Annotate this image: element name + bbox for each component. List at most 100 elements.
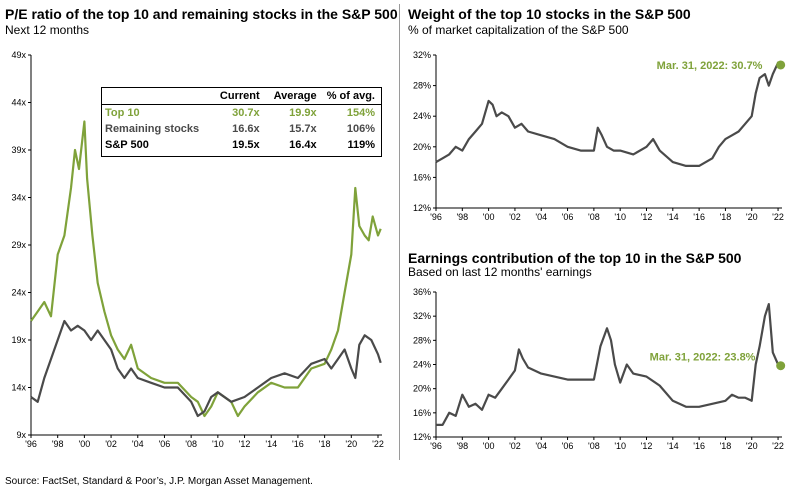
weight-x-tick-label: '18 (720, 212, 732, 222)
pe-y-tick-label: 9x (16, 430, 26, 440)
pe-x-tick-label: '20 (345, 439, 357, 449)
earnings-x-tick-label: '22 (772, 441, 784, 451)
pe-summary-table: Current Average % of avg. Top 10 30.7x 1… (101, 87, 382, 157)
weight-chart: 12% 16% 20% 24% 28% 32% '96 '98 '00 '02 '04 '06 '08 '… (413, 50, 786, 222)
weight-x-tick-label: '12 (641, 212, 653, 222)
weight-chart-title: Weight of the top 10 stocks in the S&P 5… (408, 6, 691, 22)
weight-y-tick-label: 24% (413, 111, 431, 121)
weight-endpoint-marker (776, 60, 786, 70)
source-note: Source: FactSet, Standard & Poor’s, J.P.… (5, 476, 313, 487)
pe-y-tick-label: 29x (11, 240, 26, 250)
earnings-y-tick-label: 16% (413, 408, 431, 418)
pe-y-tick-label: 24x (11, 288, 26, 298)
earnings-chart-subtitle: Based on last 12 months' earnings (408, 265, 592, 279)
pe-chart: 9x 14x 19x 24x 29x 34x 39x 44x 49x '96 '98 '00 '02 '0… (11, 50, 383, 449)
earnings-x-tick-label: '14 (667, 441, 679, 451)
pe-chart-title: P/E ratio of the top 10 and remaining st… (5, 6, 398, 22)
weight-x-tick-label: '16 (693, 212, 705, 222)
weight-chart-subtitle: % of market capitalization of the S&P 50… (408, 23, 629, 37)
weight-x-tick-label: '08 (588, 212, 600, 222)
pe-x-tick-label: '08 (185, 439, 197, 449)
pe-x-tick-label: '04 (132, 439, 144, 449)
pe-row-average: 16.4x (289, 139, 317, 151)
earnings-chart: 12% 16% 20% 24% 28% 32% 36% '96 '98 '00 '02 '04 '06 '… (413, 287, 786, 451)
pe-x-tick-label: '00 (79, 439, 91, 449)
earnings-x-tick-label: '08 (588, 441, 600, 451)
earnings-x-tick-label: '02 (509, 441, 521, 451)
pe-row-name: Remaining stocks (105, 123, 200, 135)
pe-row-average: 19.9x (289, 107, 317, 119)
pe-row-current: 16.6x (232, 123, 260, 135)
pe-x-tick-label: '02 (105, 439, 117, 449)
pe-x-tick-label: '22 (372, 439, 384, 449)
weight-series-line-0 (435, 61, 782, 167)
pe-table-header-blank (102, 88, 200, 105)
earnings-y-tick-label: 36% (413, 287, 431, 297)
pe-x-tick-label: '14 (265, 439, 277, 449)
weight-x-tick-label: '04 (535, 212, 547, 222)
pe-row-pct: 154% (346, 107, 375, 119)
earnings-x-tick-label: '20 (746, 441, 758, 451)
earnings-endpoint-annotation: Mar. 31, 2022: 23.8% (650, 352, 756, 364)
earnings-x-tick-label: '98 (456, 441, 468, 451)
pe-table-row-top10: Top 10 30.7x 19.9x 154% (102, 105, 381, 122)
weight-y-tick-label: 12% (413, 203, 431, 213)
pe-table-header-row: Current Average % of avg. (102, 88, 381, 105)
weight-y-tick-label: 32% (413, 50, 431, 60)
pe-series-line-1 (30, 319, 382, 418)
weight-y-tick-label: 16% (413, 172, 431, 182)
pe-x-tick-label: '06 (159, 439, 171, 449)
pe-x-tick-label: '98 (52, 439, 64, 449)
earnings-y-tick-label: 32% (413, 311, 431, 321)
pe-y-tick-label: 19x (11, 335, 26, 345)
pe-x-tick-label: '10 (212, 439, 224, 449)
earnings-x-tick-label: '18 (720, 441, 732, 451)
pe-row-name: Top 10 (105, 107, 140, 119)
earnings-x-tick-label: '04 (535, 441, 547, 451)
pe-row-name: S&P 500 (105, 139, 149, 151)
weight-y-tick-label: 20% (413, 142, 431, 152)
pe-row-pct: 119% (347, 139, 375, 151)
weight-x-tick-label: '96 (430, 212, 442, 222)
pe-x-tick-label: '96 (25, 439, 37, 449)
earnings-y-tick-label: 28% (413, 335, 431, 345)
weight-x-tick-label: '00 (483, 212, 495, 222)
pe-table-header-pct: % of avg. (316, 88, 381, 105)
earnings-series-line-0 (436, 303, 782, 426)
pe-chart-subtitle: Next 12 months (5, 23, 90, 37)
pe-x-tick-label: '12 (239, 439, 251, 449)
earnings-y-tick-label: 12% (413, 432, 431, 442)
weight-y-tick-label: 28% (413, 81, 431, 91)
earnings-y-tick-label: 24% (413, 360, 431, 370)
earnings-x-tick-label: '00 (483, 441, 495, 451)
earnings-x-tick-label: '06 (562, 441, 574, 451)
pe-row-current: 19.5x (232, 139, 260, 151)
pe-series-line-0 (30, 120, 382, 418)
pe-x-tick-label: '16 (292, 439, 304, 449)
weight-x-tick-label: '06 (562, 212, 574, 222)
earnings-y-tick-label: 20% (413, 384, 431, 394)
weight-endpoint-annotation: Mar. 31, 2022: 30.7% (657, 60, 763, 72)
pe-row-pct: 106% (346, 123, 375, 135)
earnings-x-tick-label: '96 (430, 441, 442, 451)
earnings-endpoint-marker (776, 361, 786, 371)
pe-y-tick-label: 49x (11, 50, 26, 60)
weight-x-tick-label: '98 (456, 212, 468, 222)
pe-row-average: 15.7x (289, 123, 317, 135)
weight-x-tick-label: '22 (772, 212, 784, 222)
pe-table-row-remaining: Remaining stocks 16.6x 15.7x 106% (102, 121, 381, 137)
weight-x-tick-label: '02 (509, 212, 521, 222)
weight-x-tick-label: '14 (667, 212, 679, 222)
pe-table-row-sp500: S&P 500 19.5x 16.4x 119% (102, 137, 381, 153)
pe-y-tick-label: 44x (11, 98, 26, 108)
pe-y-tick-label: 14x (11, 383, 26, 393)
earnings-x-tick-label: '12 (641, 441, 653, 451)
earnings-x-tick-label: '10 (614, 441, 626, 451)
pe-y-tick-label: 39x (11, 145, 26, 155)
earnings-x-tick-label: '16 (693, 441, 705, 451)
weight-x-tick-label: '20 (746, 212, 758, 222)
earnings-chart-title: Earnings contribution of the top 10 in t… (408, 250, 742, 266)
weight-x-tick-label: '10 (614, 212, 626, 222)
pe-table-header-average: Average (259, 88, 317, 105)
